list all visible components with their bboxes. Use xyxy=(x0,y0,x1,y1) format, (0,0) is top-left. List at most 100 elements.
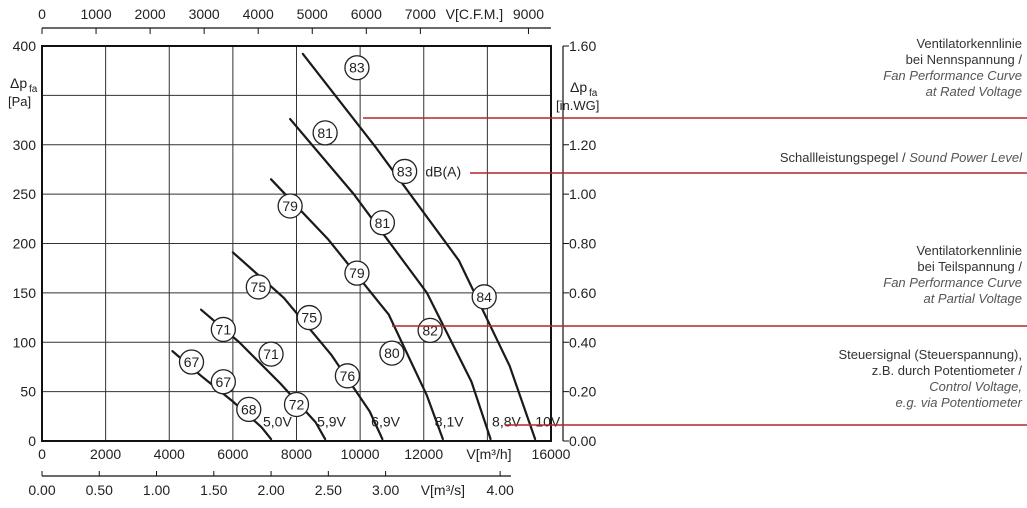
y-tick-label: 250 xyxy=(13,186,37,202)
ann-control-text-en: Control Voltage, xyxy=(929,379,1022,394)
grid xyxy=(42,46,551,441)
sound-level-marker xyxy=(283,391,310,418)
right-y-tick-label: 1.20 xyxy=(569,137,596,153)
sound-level-marker xyxy=(210,369,236,395)
ms-tick-label: 1.00 xyxy=(143,482,170,498)
right-y-tick-label: 0.20 xyxy=(569,384,596,400)
top-x-tick-label: 0 xyxy=(38,6,46,22)
sound-level-marker xyxy=(344,260,370,286)
sound-level-label: 79 xyxy=(282,198,298,214)
ann-rated-text-en: at Rated Voltage xyxy=(926,84,1022,99)
y-tick-label: 200 xyxy=(13,236,37,252)
ann-partial-text-en: Fan Performance Curve xyxy=(883,275,1022,290)
y-tick-label: 0 xyxy=(28,433,36,449)
ann-rated-text: Ventilatorkennlinie xyxy=(916,36,1022,51)
voltage-label: 6,9V xyxy=(371,413,400,429)
right-y-tick-label: 0.40 xyxy=(569,334,596,350)
ms-tick-label: 3.00 xyxy=(372,482,399,498)
curve-8-1V xyxy=(269,178,444,441)
sound-level-marker xyxy=(210,316,236,343)
y-tick-label: 150 xyxy=(13,285,37,301)
right-y-tick-label: 0.60 xyxy=(569,285,596,301)
sound-level-label: 83 xyxy=(397,163,413,179)
top-x-tick-label: 5000 xyxy=(297,6,328,22)
y-tick-label: 400 xyxy=(13,38,37,54)
voltage-label: 5,9V xyxy=(317,413,346,429)
plot-frame xyxy=(41,45,552,442)
sound-level-marker xyxy=(236,396,262,423)
sound-level-label: 67 xyxy=(216,374,232,390)
right-y-axis-label-sub: fa xyxy=(589,88,598,99)
top-x-tick-label: 2000 xyxy=(135,6,166,22)
sound-level-label: 67 xyxy=(184,354,200,370)
right-y-axis-unit: [in.WG] xyxy=(556,98,599,113)
ms-tick-label: 0.50 xyxy=(86,482,113,498)
x-tick-label: 8000 xyxy=(281,446,312,462)
sound-level-marker xyxy=(245,274,271,300)
sound-level-marker xyxy=(178,349,205,375)
axes: 0 2000 4000 6000 8000 10000 12000 16000V[m³/h]0… xyxy=(8,6,599,498)
sound-level-label: 82 xyxy=(422,322,438,338)
sound-level-label: 80 xyxy=(384,345,400,361)
ms-tick-label: 2.00 xyxy=(257,482,284,498)
x-tick-label: 4000 xyxy=(154,446,185,462)
sound-level-marker xyxy=(312,120,338,146)
sound-level-label: 71 xyxy=(263,346,279,362)
voltage-label: 8,1V xyxy=(435,413,464,429)
sound-level-marker xyxy=(369,210,396,236)
ann-partial-text: Ventilatorkennlinie xyxy=(916,243,1022,258)
sound-level-marker xyxy=(344,55,370,81)
x-axis-label: V[m³/h] xyxy=(466,446,511,462)
sound-level-marker xyxy=(471,284,497,310)
x-tick-label: 16000 xyxy=(532,446,571,462)
right-y-tick-label: 0.00 xyxy=(569,433,596,449)
voltage-label: 5,0V xyxy=(263,413,292,429)
top-x-tick-label: 6000 xyxy=(351,6,382,22)
right-y-tick-label: 1.00 xyxy=(569,186,596,202)
sound-level-marker xyxy=(277,193,303,219)
ann-partial-text: bei Teilspannung / xyxy=(917,259,1022,274)
ann-control-text-en: e.g. via Potentiometer xyxy=(896,395,1023,410)
y-axis-unit: [Pa] xyxy=(8,94,31,109)
x-tick-label: 10000 xyxy=(341,446,380,462)
sound-level-label: 84 xyxy=(476,289,492,305)
sound-level-label: 75 xyxy=(301,310,317,326)
y-axis-label-sub: fa xyxy=(29,84,38,95)
x-tick-label: 0 xyxy=(38,446,46,462)
top-x-tick-label: 3000 xyxy=(189,6,220,22)
top-x-tick-label: 9000 xyxy=(513,6,544,22)
sound-level-label: 75 xyxy=(251,279,267,295)
ann-control-text: Steuersignal (Steuerspannung), xyxy=(838,347,1022,362)
ms-axis-label: V[m³/s] xyxy=(421,482,465,498)
curve-labels: 83 81 79 75 71 67 83 81 79 75 71 67 84 82 80 76 72 68 5,0V… xyxy=(178,55,561,429)
sound-level-marker xyxy=(258,341,284,367)
dba-label: dB(A) xyxy=(425,163,461,179)
sound-level-marker xyxy=(334,363,361,389)
sound-level-label: 71 xyxy=(216,321,232,337)
y-tick-label: 300 xyxy=(13,137,37,153)
sound-level-marker xyxy=(379,340,405,366)
sound-level-marker xyxy=(417,317,443,344)
sound-level-label: 83 xyxy=(349,60,365,76)
curve-8-8V xyxy=(289,117,492,441)
sound-level-label: 76 xyxy=(340,368,356,384)
ms-tick-label: 0.00 xyxy=(28,482,55,498)
x-tick-label: 2000 xyxy=(90,446,121,462)
top-x-tick-label: 7000 xyxy=(405,6,436,22)
voltage-label: 10V xyxy=(535,413,561,429)
y-tick-label: 50 xyxy=(20,384,36,400)
ann-sound-text: Schallleistungspegel / Sound Power Level xyxy=(780,150,1023,165)
sound-level-marker xyxy=(296,304,322,331)
ms-tick-label: 2.50 xyxy=(315,482,342,498)
sound-level-label: 79 xyxy=(349,265,365,281)
sound-level-label: 81 xyxy=(375,215,391,231)
right-y-axis-label: Δp xyxy=(570,79,587,95)
sound-level-label: 72 xyxy=(289,396,305,412)
top-axis-label: V[C.F.M.] xyxy=(446,6,504,22)
x-tick-label: 12000 xyxy=(404,446,443,462)
ann-partial-text-en: at Partial Voltage xyxy=(923,291,1022,306)
curve-10V xyxy=(301,52,537,441)
x-tick-label: 6000 xyxy=(217,446,248,462)
